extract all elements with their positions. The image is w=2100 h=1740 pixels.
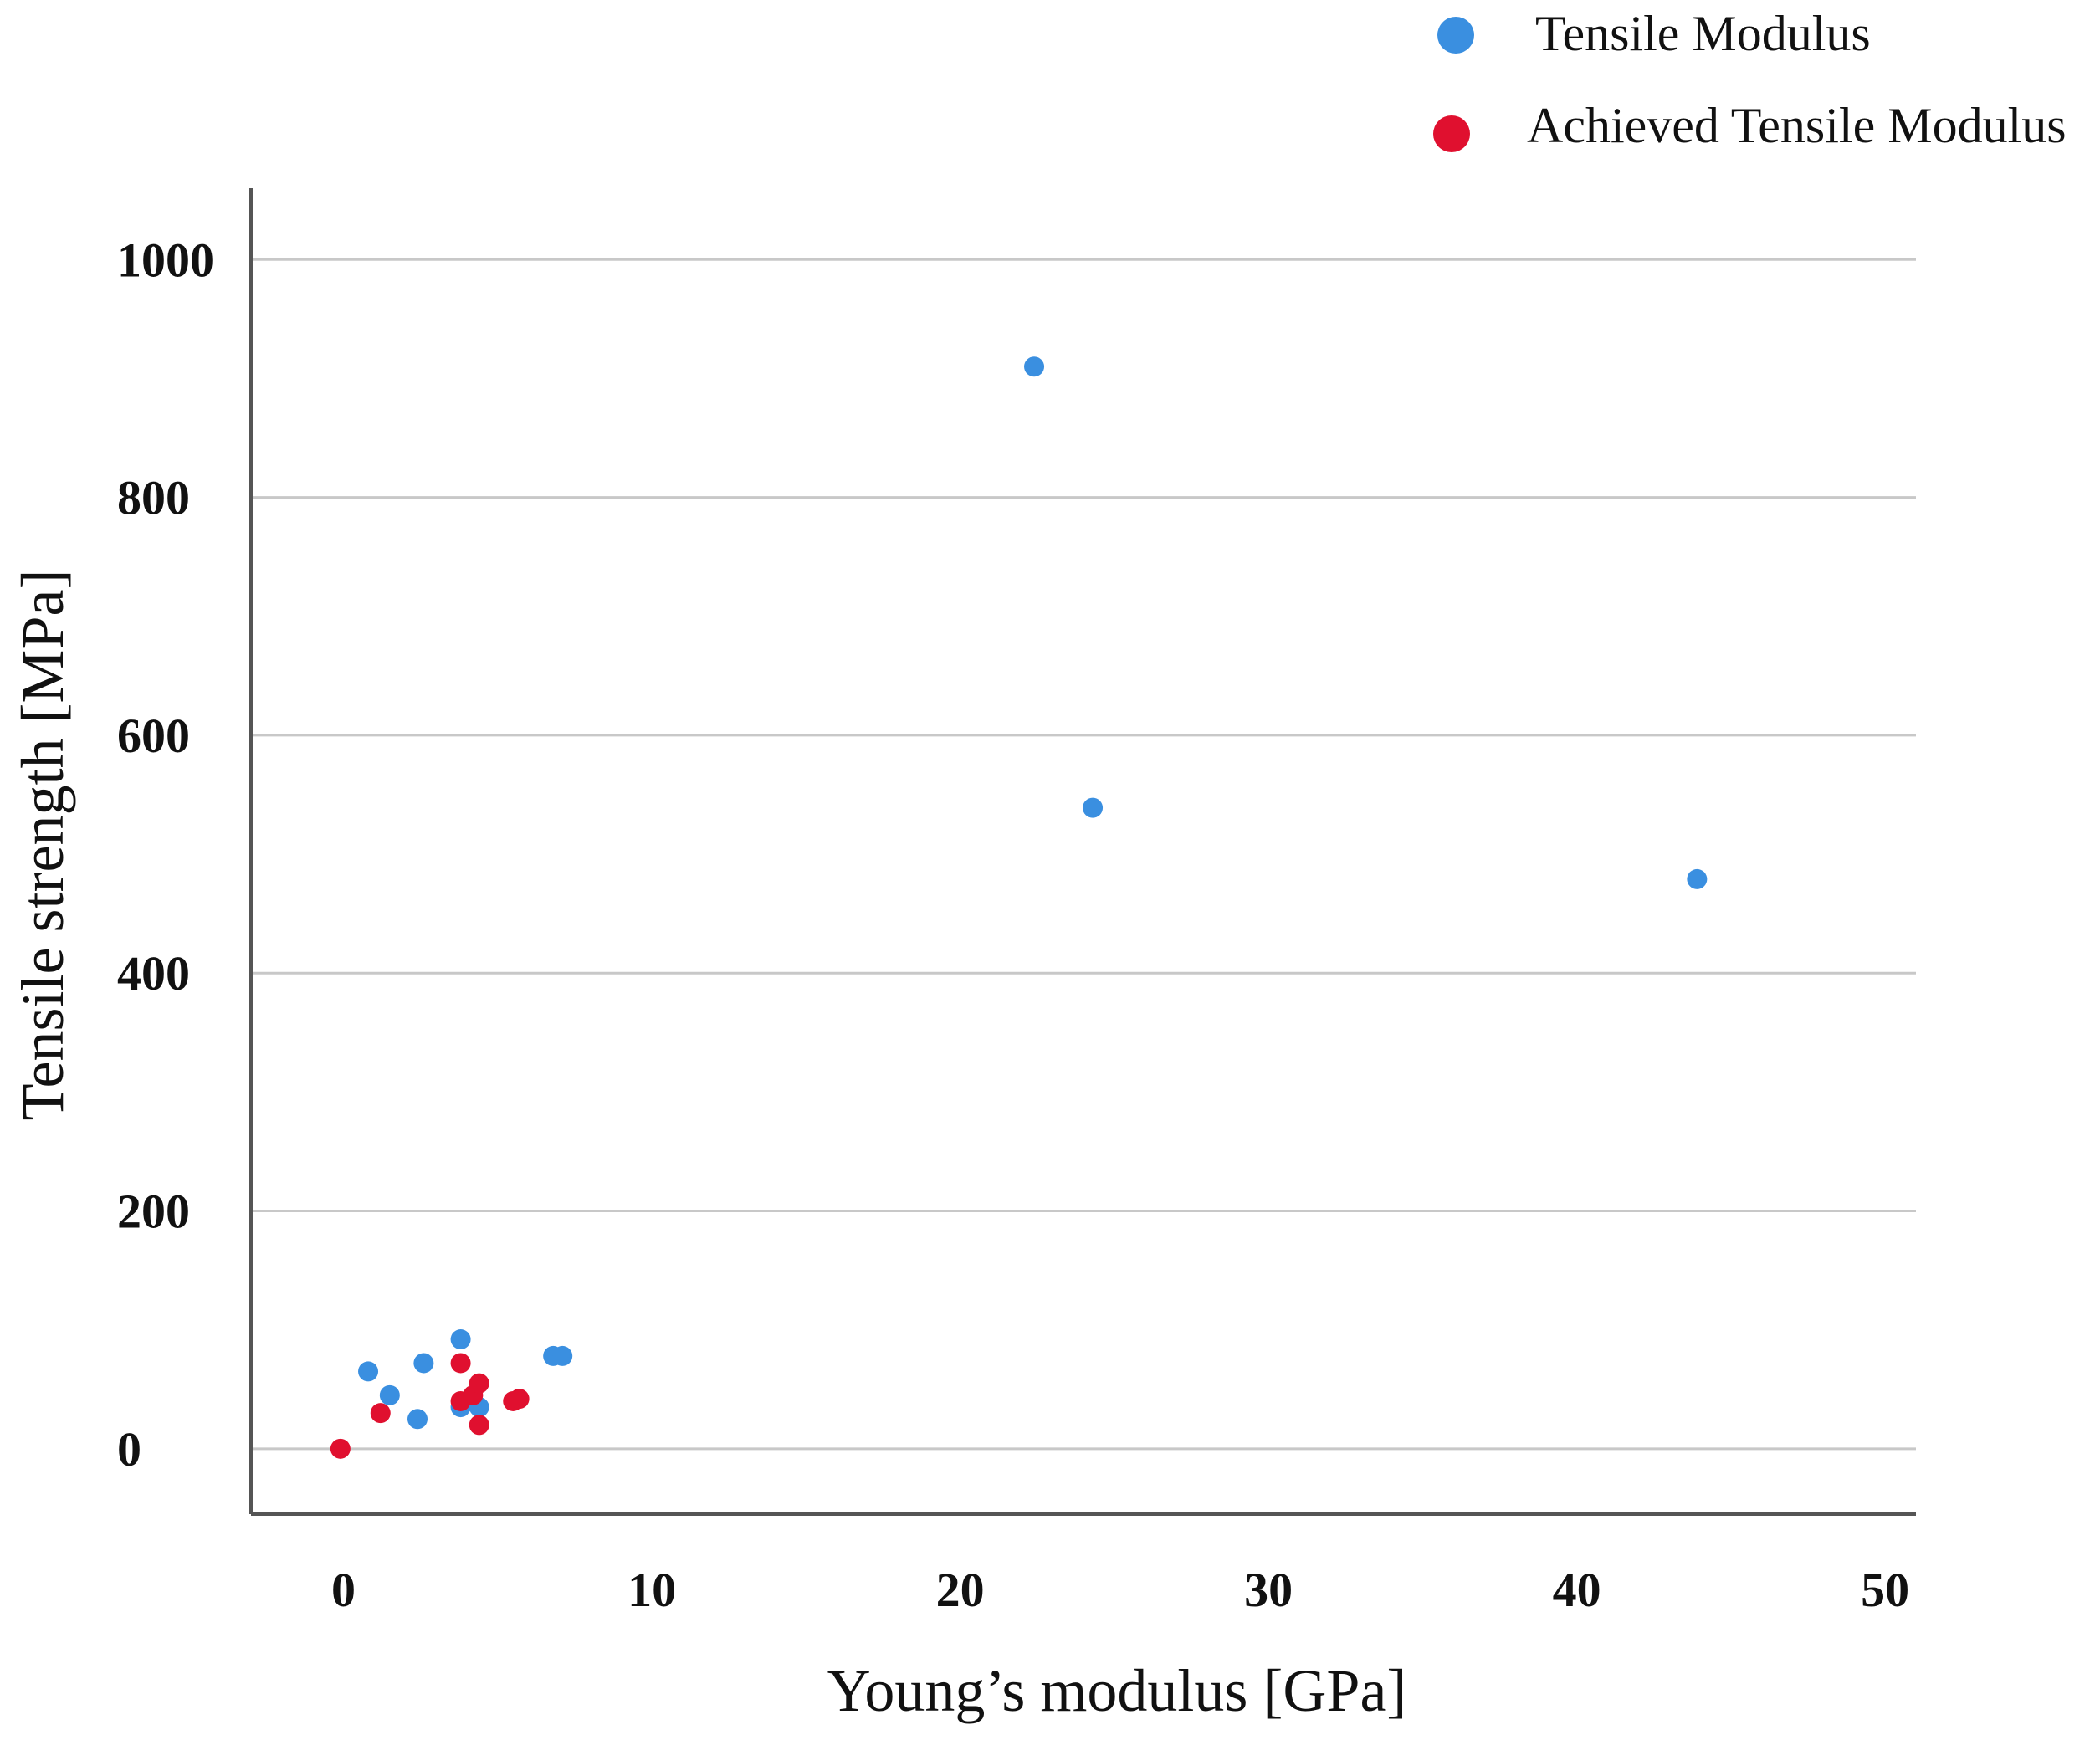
series-achieved-tensile-modulus xyxy=(330,1353,530,1459)
x-tick-labels: 0 10 20 30 40 50 xyxy=(331,1563,1909,1617)
data-point xyxy=(469,1415,489,1436)
x-tick-label: 20 xyxy=(936,1563,985,1617)
x-tick-label: 10 xyxy=(627,1563,676,1617)
data-point xyxy=(1083,797,1104,818)
y-tick-label: 600 xyxy=(117,709,190,763)
data-point xyxy=(370,1403,391,1424)
gridlines xyxy=(251,258,1916,1451)
y-tick-label: 0 xyxy=(117,1422,141,1476)
x-axis-title: Young’s modulus [GPa] xyxy=(827,1657,1407,1724)
data-point xyxy=(413,1353,434,1374)
y-tick-label: 800 xyxy=(117,471,190,525)
legend: Tensile Modulus Achieved Tensile Modulus xyxy=(1433,6,2067,153)
data-point xyxy=(358,1361,379,1382)
x-tick-label: 30 xyxy=(1244,1563,1293,1617)
legend-label-achieved-tensile-modulus: Achieved Tensile Modulus xyxy=(1527,98,2067,153)
data-point xyxy=(407,1409,428,1430)
data-point xyxy=(330,1438,351,1459)
y-tick-labels: 0 200 400 600 800 1000 xyxy=(117,233,214,1476)
x-tick-label: 0 xyxy=(331,1563,356,1617)
axes xyxy=(249,188,1916,1516)
data-point xyxy=(509,1389,530,1410)
data-point xyxy=(1687,868,1708,889)
legend-label-tensile-modulus: Tensile Modulus xyxy=(1535,6,1871,61)
data-point xyxy=(1024,356,1045,377)
data-point xyxy=(552,1345,573,1366)
y-axis-title: Tensile strength [MPa] xyxy=(9,570,76,1121)
legend-marker-tensile-modulus xyxy=(1437,17,1474,54)
y-tick-label: 400 xyxy=(117,946,190,1000)
data-point xyxy=(469,1373,489,1394)
data-point xyxy=(379,1384,400,1405)
y-tick-label: 200 xyxy=(117,1185,190,1239)
y-tick-label: 1000 xyxy=(117,233,214,287)
x-tick-label: 40 xyxy=(1553,1563,1601,1617)
x-tick-label: 50 xyxy=(1861,1563,1909,1617)
legend-marker-achieved-tensile-modulus xyxy=(1433,115,1470,152)
data-points xyxy=(330,356,1708,1459)
series-tensile-modulus xyxy=(358,356,1708,1430)
data-point xyxy=(450,1353,471,1374)
data-point xyxy=(450,1329,471,1350)
